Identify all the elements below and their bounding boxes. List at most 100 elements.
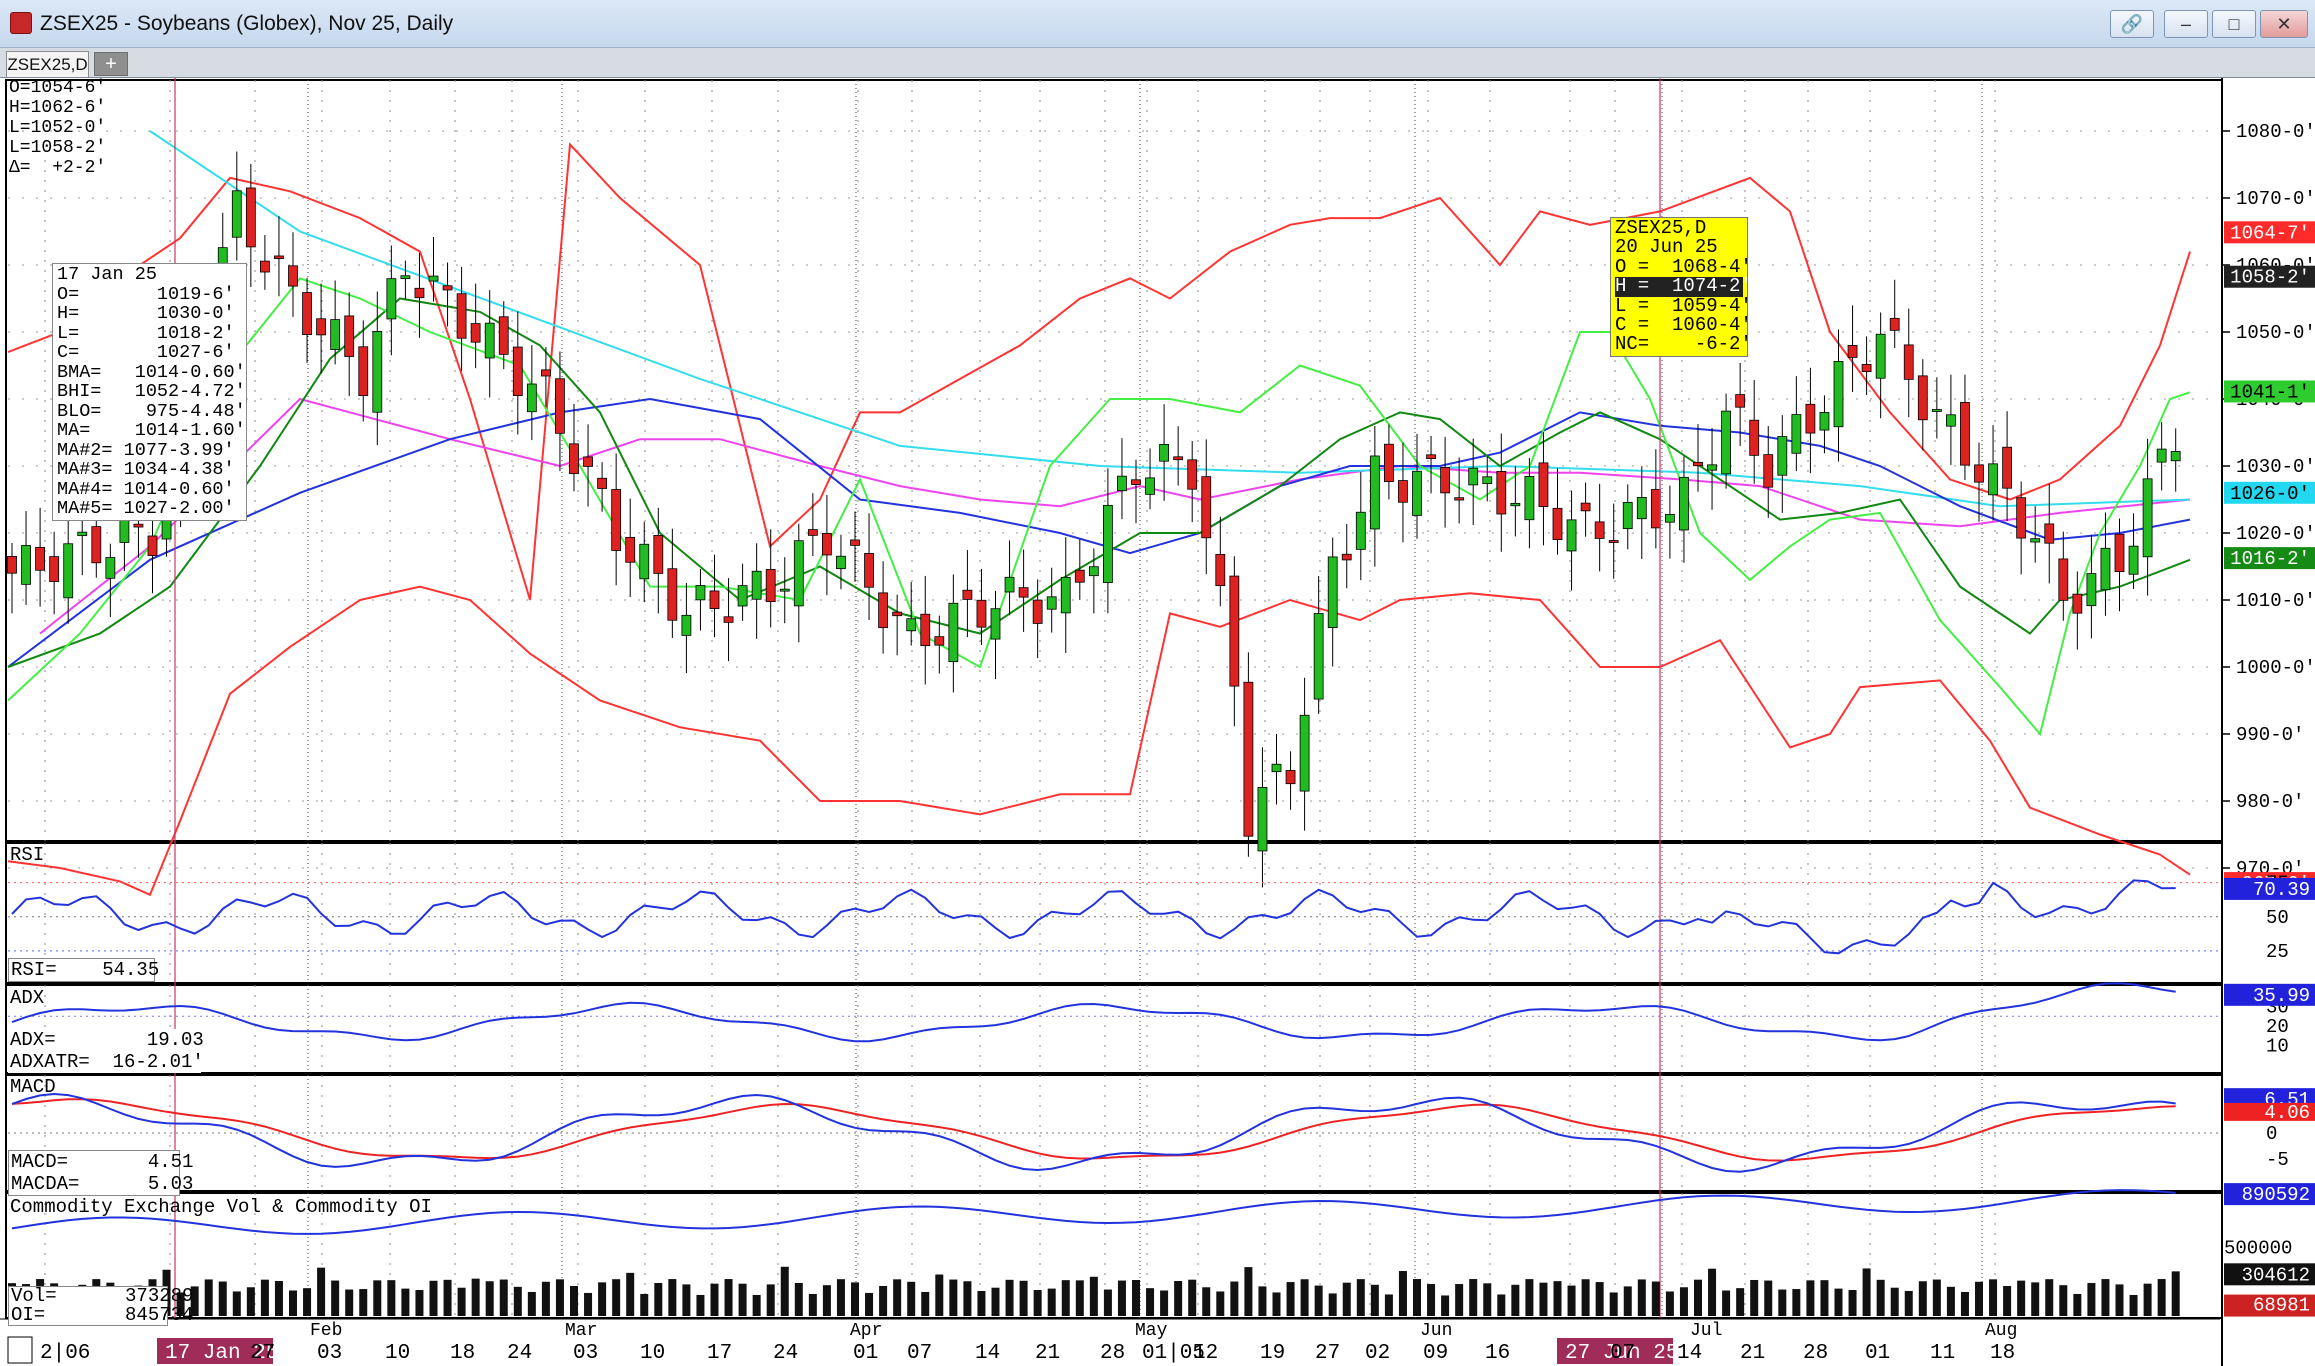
date-axis-label: 19 xyxy=(1260,1342,1285,1365)
volume-bar xyxy=(1005,1279,1014,1316)
price-candle xyxy=(1721,393,1731,489)
candle-body xyxy=(1777,436,1788,476)
price-candle xyxy=(330,280,341,365)
price-tick-label: 1070-0' xyxy=(2236,188,2315,210)
price-candle xyxy=(1355,472,1366,581)
data-window-row: MA= 1014-1.60' xyxy=(57,420,246,441)
candle-body xyxy=(1103,504,1113,583)
volume-bar xyxy=(1834,1288,1843,1316)
volume-bar xyxy=(1764,1280,1773,1316)
price-candle xyxy=(878,561,888,654)
tooltip-row: H = 1074-2' xyxy=(1615,275,1752,298)
price-candle xyxy=(681,583,692,674)
price-candle xyxy=(807,493,818,556)
volume-readout: Vol= 373289 OI= 845734 xyxy=(8,1286,193,1326)
date-axis-label: 27 xyxy=(1315,1342,1340,1365)
price-candle xyxy=(1285,751,1296,810)
volume-bar xyxy=(963,1281,972,1316)
moving-average-lightgreen-line xyxy=(7,277,2191,737)
price-candle xyxy=(1004,540,1015,616)
price-candle xyxy=(1159,404,1169,501)
volume-bar xyxy=(949,1279,958,1316)
chart-background xyxy=(0,78,2315,1366)
price-candle xyxy=(1679,456,1689,563)
link-icon[interactable]: 🔗 xyxy=(2110,10,2154,38)
price-candle xyxy=(49,531,60,615)
maximize-button[interactable]: □ xyxy=(2212,10,2256,38)
candle-body xyxy=(1693,461,1703,467)
price-badge-label: 1058-2' xyxy=(2230,267,2310,289)
volume-bar xyxy=(584,1292,593,1316)
volume-bar xyxy=(865,1292,874,1316)
price-candle xyxy=(2030,506,2041,563)
price-candle xyxy=(358,320,369,422)
volume-bar xyxy=(822,1285,831,1316)
price-candle xyxy=(63,518,74,624)
candle-body xyxy=(1889,317,1900,331)
volume-bar xyxy=(1019,1280,1028,1316)
app-icon xyxy=(10,12,32,34)
window-titlebar: ZSEX25 - Soybeans (Globex), Nov 25, Dail… xyxy=(0,0,2315,48)
price-candle xyxy=(1243,652,1254,857)
price-candle xyxy=(2156,422,2167,491)
date-axis-label: 17 Jan 25 xyxy=(165,1342,278,1365)
candle-body xyxy=(1510,502,1521,507)
date-axis-label: 14 xyxy=(1677,1342,1702,1365)
volume-bar xyxy=(415,1290,424,1316)
price-tick-label: 1030-0' xyxy=(2236,456,2315,478)
volume-bar xyxy=(1174,1281,1183,1316)
candle-body xyxy=(63,543,74,599)
candle-body xyxy=(1201,476,1212,539)
date-axis-month-label: Jul xyxy=(1690,1321,1722,1341)
volume-bar xyxy=(1694,1279,1702,1316)
volume-bar xyxy=(1413,1279,1421,1316)
price-candle xyxy=(2170,428,2181,492)
price-candle xyxy=(1074,539,1085,600)
price-candle xyxy=(1201,439,1212,575)
price-candle xyxy=(1088,548,1099,614)
price-candle xyxy=(822,494,832,596)
date-axis-label: 10 xyxy=(385,1342,410,1365)
minimize-button[interactable]: – xyxy=(2164,10,2208,38)
volume-bar xyxy=(977,1290,986,1316)
volume-bar xyxy=(1736,1288,1745,1316)
scroll-home-button[interactable] xyxy=(7,1336,33,1364)
volume-bar xyxy=(654,1283,663,1316)
adx-badge-label: 35.99 xyxy=(2253,985,2310,1007)
date-axis-label: 27 xyxy=(250,1342,275,1365)
candle-body xyxy=(1749,419,1760,456)
candle-body xyxy=(1847,345,1858,358)
data-window-row: C= 1027-6' xyxy=(57,342,235,363)
price-tick-label: 1000-0' xyxy=(2236,657,2315,679)
volume-bar xyxy=(1132,1279,1140,1316)
candle-body xyxy=(1327,556,1338,629)
adx-line xyxy=(11,982,2176,1043)
price-candle xyxy=(850,511,860,582)
date-axis-label: 24 xyxy=(773,1342,798,1365)
volume-bar xyxy=(1989,1279,1998,1316)
chart-canvas[interactable]: 1080-0'1070-0'1060-0'1050-0'1040-0'1030-… xyxy=(0,78,2315,1366)
candle-body xyxy=(569,443,579,475)
volume-bar xyxy=(752,1294,761,1316)
volume-bar xyxy=(1581,1279,1590,1316)
close-button[interactable]: ✕ xyxy=(2260,10,2308,38)
volume-bar xyxy=(1975,1281,1983,1316)
macd-readout: MACD= 4.51 MACDA= 5.03 xyxy=(8,1150,193,1196)
volume-bar xyxy=(1258,1286,1267,1316)
tab-zsex25-d[interactable]: ZSEX25,D xyxy=(6,51,89,77)
candle-body xyxy=(49,556,60,582)
price-candle xyxy=(906,582,917,646)
volume-bar xyxy=(710,1283,719,1316)
volume-badge xyxy=(2224,1294,2315,1317)
price-candle xyxy=(1974,442,1984,522)
price-candle xyxy=(934,615,945,674)
volume-bar xyxy=(289,1290,297,1316)
volume-bar xyxy=(1792,1289,1801,1316)
volume-badge-label: 68981 xyxy=(2253,1295,2310,1317)
add-tab-button[interactable]: + xyxy=(94,52,128,76)
chart-area[interactable]: 1080-0'1070-0'1060-0'1050-0'1040-0'1030-… xyxy=(0,78,2315,1366)
volume-bar xyxy=(2017,1280,2026,1316)
candle-body xyxy=(625,536,636,563)
data-window-row: BLO= 975-4.48' xyxy=(57,400,246,422)
ohlc-open: O=1054-6' xyxy=(9,78,107,98)
